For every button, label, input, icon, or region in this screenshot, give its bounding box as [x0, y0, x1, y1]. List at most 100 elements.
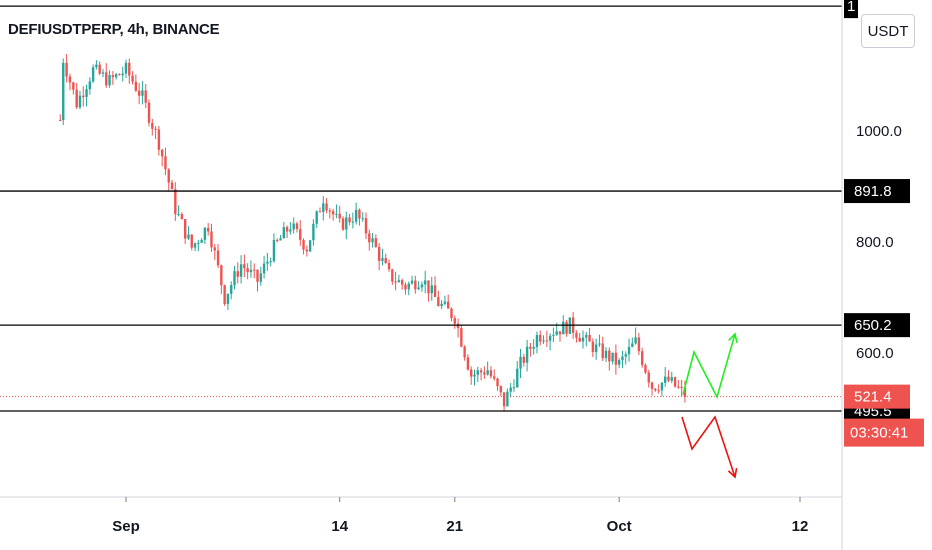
candle-body — [407, 283, 410, 290]
candle-body — [233, 271, 236, 286]
candle-body — [535, 334, 539, 348]
candle-body — [308, 240, 312, 252]
candle-body — [588, 334, 591, 342]
candle-body — [423, 280, 427, 285]
candle-body — [627, 346, 631, 355]
candle-body — [82, 95, 85, 97]
candle-body — [282, 227, 286, 239]
level-tag-label: 650.2 — [854, 317, 892, 334]
candle-body — [575, 332, 578, 338]
candle-body — [598, 343, 601, 345]
current-price-tag-bg — [844, 384, 910, 409]
candle-body — [640, 351, 644, 366]
level-tag-label: 1 — [847, 0, 855, 15]
candle-body — [493, 376, 496, 379]
chart-title: DEFIUSDTPERP, 4h, BINANCE — [8, 21, 220, 38]
candle-body — [427, 280, 430, 294]
candle-body — [565, 321, 568, 334]
candle-body — [601, 343, 604, 359]
y-axis[interactable]: 1000.0 800.0 600.0 — [856, 123, 902, 362]
candle-body — [253, 269, 256, 271]
candle-body — [496, 378, 499, 387]
currency-button[interactable]: USDT — [861, 14, 915, 48]
candle-body — [545, 340, 549, 342]
candle-body — [75, 89, 78, 108]
candle-body — [98, 64, 101, 74]
level-tag-bg — [844, 313, 910, 338]
candle-body — [364, 218, 368, 234]
candle-body — [381, 258, 384, 261]
candle-body — [617, 360, 621, 365]
down-arrow-head — [727, 468, 738, 479]
candle-body — [394, 281, 397, 283]
candle-body — [502, 392, 506, 407]
candle-body — [210, 231, 213, 248]
level-tag-bg — [844, 179, 910, 204]
candle-body — [295, 223, 299, 230]
candle-body — [236, 271, 239, 277]
candle-body — [318, 211, 322, 213]
candle-body — [124, 62, 128, 74]
candle-body — [65, 62, 68, 77]
candle-body — [266, 261, 269, 264]
candle-body — [279, 238, 282, 241]
candle-body — [259, 273, 262, 282]
y-tick-label: 800.0 — [856, 234, 894, 251]
candle-body — [542, 340, 545, 342]
candle-body — [131, 75, 134, 82]
level-price-tag: 891.8 — [844, 179, 910, 204]
candle-body — [91, 67, 95, 82]
candle-body — [374, 238, 378, 247]
candle-body — [262, 263, 266, 274]
candle-body — [220, 265, 223, 286]
candle-body — [654, 388, 657, 391]
candle-body — [193, 243, 197, 248]
candle-body — [121, 73, 124, 76]
candle-body — [670, 377, 673, 381]
candle-body — [440, 303, 443, 307]
candle-body — [59, 119, 62, 121]
candle-body — [223, 285, 226, 304]
candle-body — [404, 284, 407, 290]
candle-body — [650, 382, 654, 389]
candle-body — [354, 209, 358, 222]
candle-body — [463, 346, 466, 358]
candle-body — [677, 386, 680, 388]
candle-body — [433, 285, 437, 297]
candle-body — [289, 229, 292, 232]
candle-body — [256, 269, 259, 282]
candle-body — [479, 370, 483, 373]
candle-body — [453, 318, 456, 324]
x-tick-label: 12 — [792, 518, 809, 535]
candle-body — [331, 211, 335, 215]
candle-body — [183, 219, 187, 239]
candle-body — [377, 246, 381, 261]
candle-body — [246, 268, 249, 273]
bullish-projection — [682, 333, 736, 400]
candle-body — [608, 350, 611, 362]
candle-body — [552, 334, 555, 336]
candle-body — [558, 331, 562, 335]
candle-body — [673, 377, 677, 387]
candle-body — [272, 239, 276, 262]
candle-body — [460, 328, 463, 347]
candle-body — [539, 334, 542, 342]
x-tick-label: 21 — [446, 518, 463, 535]
candle-body — [410, 280, 414, 284]
candle-body — [512, 387, 516, 389]
candle-body — [644, 365, 647, 373]
candle-body — [213, 247, 216, 251]
candle-body — [85, 89, 88, 97]
candle-body — [614, 352, 618, 365]
candle-body — [368, 233, 371, 243]
candle-body — [325, 203, 328, 211]
candle-body — [631, 343, 634, 347]
candle-body — [456, 323, 460, 329]
candle-body — [351, 221, 355, 223]
candle-body — [591, 341, 595, 353]
candle-body — [164, 156, 167, 170]
x-tick-label: Oct — [607, 518, 632, 535]
x-axis[interactable]: Sep 14 21 Oct 12 — [112, 497, 808, 535]
candle-body — [585, 334, 588, 338]
